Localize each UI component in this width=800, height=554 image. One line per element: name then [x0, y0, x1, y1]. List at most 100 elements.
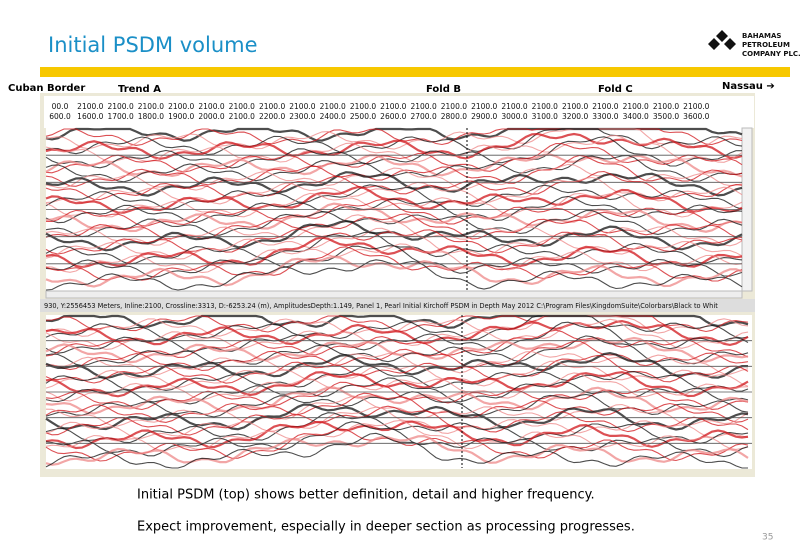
ruler-label: 2200.0: [259, 112, 285, 121]
reflector: [45, 360, 749, 389]
ruler-label: 2600.0: [380, 112, 406, 121]
ruler-label: 2100.0: [77, 102, 103, 111]
caption: Initial PSDM (top) shows better definiti…: [137, 488, 595, 503]
ruler-label: 2100.0: [289, 102, 315, 111]
reflector: [45, 214, 743, 247]
reflector: [45, 245, 743, 278]
reflector: [45, 405, 749, 436]
reflector: [45, 412, 749, 444]
ruler-label: 3400.0: [623, 112, 649, 121]
ruler-label: 2400.0: [320, 112, 346, 121]
reflector: [45, 227, 743, 260]
caption: Expect improvement, especially in deeper…: [137, 520, 635, 535]
reflector: [45, 198, 743, 227]
ruler-label: 2100.0: [592, 102, 618, 111]
ruler-label: 2000.0: [198, 112, 224, 121]
ruler-label: 1800.0: [138, 112, 164, 121]
ruler-label: 2100.0: [320, 102, 346, 111]
accent-bar: [40, 67, 790, 77]
reflector: [45, 386, 749, 415]
reflector: [45, 153, 743, 178]
reflector: [45, 236, 743, 269]
reflector: [45, 142, 743, 174]
reflector: [45, 132, 743, 160]
ruler: [44, 96, 754, 128]
ruler-label: 2100.0: [138, 102, 164, 111]
reflector: [45, 381, 749, 411]
ruler-label: 2100.0: [107, 102, 133, 111]
ruler-label: 2100.0: [410, 102, 436, 111]
ruler-label: 1900.0: [168, 112, 194, 121]
status-text: 930, Y:2556453 Meters, Inline:2100, Cros…: [44, 302, 718, 310]
location-label: Nassau ➔: [722, 81, 775, 92]
ruler-label: 600.0: [49, 112, 71, 121]
reflector: [45, 136, 742, 169]
reflector: [45, 184, 743, 210]
logo-text: PETROLEUM: [742, 41, 790, 49]
reflector: [45, 420, 749, 450]
ruler-label: 2100.0: [441, 102, 467, 111]
reflector: [45, 403, 749, 431]
reflector: [45, 154, 743, 187]
ruler-label: 2100.0: [229, 112, 255, 121]
logo-mark: [708, 30, 736, 50]
reflector: [45, 209, 743, 238]
reflector: [45, 329, 749, 358]
reflector: [45, 319, 749, 347]
location-label: Fold C: [598, 84, 633, 95]
reflector: [45, 351, 748, 380]
ruler-label: 1700.0: [107, 112, 133, 121]
location-label: Trend A: [118, 84, 161, 95]
logo-text: BAHAMAS: [742, 32, 781, 40]
slide-title: Initial PSDM volume: [48, 33, 258, 57]
ruler-label: 2100.0: [229, 102, 255, 111]
reflector: [45, 434, 749, 466]
reflector: [45, 315, 749, 341]
ruler-label: 3200.0: [562, 112, 588, 121]
ruler-label: 2900.0: [471, 112, 497, 121]
ruler-label: 00.0: [52, 102, 69, 111]
ruler-label: 3100.0: [532, 112, 558, 121]
reflector: [45, 395, 749, 427]
ruler-label: 2100.0: [562, 102, 588, 111]
reflector: [45, 432, 748, 469]
ruler-label: 2700.0: [410, 112, 436, 121]
reflector: [45, 128, 743, 156]
h-scrollbar: [45, 290, 743, 299]
status-bar: [40, 299, 755, 312]
reflector: [45, 419, 749, 451]
ruler-labels: 00.0 2100.0 2100.0 2100.0 2100.0 2100.0 2100.0…: [49, 102, 709, 121]
scrollbar: [741, 127, 753, 292]
reflector: [45, 246, 743, 282]
reflector: [45, 176, 743, 205]
seismic-traces: [45, 127, 752, 469]
reflector: [45, 128, 743, 150]
ruler-label: 2100.0: [683, 102, 709, 111]
reflector: [45, 335, 749, 367]
reflector: [45, 371, 749, 398]
page-number: 35: [762, 533, 773, 543]
ruler-label: 2100.0: [350, 102, 376, 111]
reflector: [45, 255, 743, 288]
ruler-label: 2100.0: [501, 102, 527, 111]
ruler-label: 2100.0: [471, 102, 497, 111]
ruler-label: 2100.0: [623, 102, 649, 111]
ruler-label: 2100.0: [198, 102, 224, 111]
reflector: [45, 195, 743, 224]
ruler-label: 2100.0: [259, 102, 285, 111]
ruler-label: 3000.0: [501, 112, 527, 121]
ruler-label: 2100.0: [380, 102, 406, 111]
ruler-label: 1600.0: [77, 112, 103, 121]
ruler-label: 2800.0: [441, 112, 467, 121]
ruler-label: 3300.0: [592, 112, 618, 121]
ruler-label: 2300.0: [289, 112, 315, 121]
location-label: Fold B: [426, 84, 461, 95]
reflector: [45, 171, 743, 197]
ruler-label: 2500.0: [350, 112, 376, 121]
reflector: [45, 134, 743, 163]
ruler-label: 2100.0: [168, 102, 194, 111]
logo-text: COMPANY PLC.: [742, 50, 800, 58]
reflector: [45, 154, 743, 183]
